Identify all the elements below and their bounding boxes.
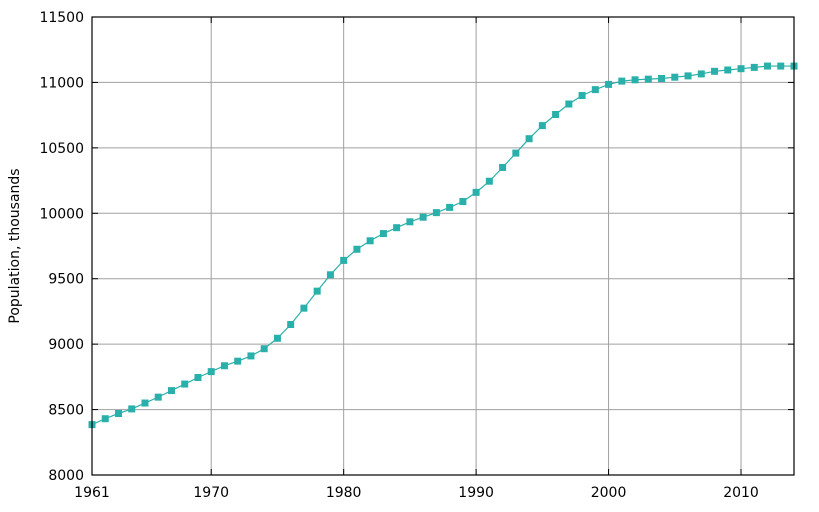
data-point (101, 415, 109, 423)
data-point (260, 345, 268, 353)
data-point (658, 75, 666, 83)
data-point (234, 357, 242, 365)
data-point (393, 224, 401, 232)
data-point (313, 287, 321, 295)
y-tick-label: 10000 (39, 206, 84, 222)
data-point (605, 80, 613, 88)
data-point (326, 271, 334, 279)
data-point (366, 237, 374, 245)
data-point (220, 362, 228, 370)
data-point (353, 245, 361, 253)
y-tick-label: 11500 (39, 10, 84, 26)
data-point (340, 256, 348, 264)
data-point (446, 203, 454, 211)
data-point (273, 334, 281, 342)
data-point (207, 368, 215, 376)
data-point (525, 135, 533, 143)
data-point (684, 72, 692, 80)
y-tick-label: 10500 (39, 141, 84, 157)
data-point (764, 62, 772, 70)
data-point (512, 149, 520, 157)
data-point (167, 387, 175, 395)
data-point (737, 65, 745, 73)
y-axis-label: Population, thousands (7, 168, 23, 323)
data-point (379, 230, 387, 238)
data-point (750, 63, 758, 71)
data-point (618, 77, 626, 85)
axis-ticks (91, 16, 794, 476)
x-tick-label: 1970 (193, 485, 229, 501)
data-point (777, 62, 785, 70)
data-point (181, 380, 189, 388)
x-tick-label: 1980 (326, 485, 362, 501)
data-point (578, 92, 586, 100)
data-point (300, 304, 308, 312)
data-point (485, 177, 493, 185)
data-point (114, 409, 122, 417)
data-point (154, 393, 162, 401)
series-population (88, 62, 798, 429)
data-point (499, 163, 507, 171)
data-point (247, 352, 255, 360)
y-tick-label: 8000 (48, 468, 84, 484)
data-point (538, 122, 546, 130)
y-tick-label: 11000 (39, 75, 84, 91)
data-point (671, 73, 679, 81)
data-point (631, 76, 639, 84)
y-tick-label: 9500 (48, 272, 84, 288)
y-tick-label: 9000 (48, 337, 84, 353)
data-point (591, 86, 599, 94)
data-point (287, 321, 295, 329)
x-tick-label: 2010 (723, 485, 759, 501)
x-tick-label: 1961 (74, 485, 110, 501)
data-point (697, 70, 705, 78)
data-point (128, 405, 136, 413)
data-point (644, 75, 652, 83)
data-point (432, 209, 440, 217)
data-point (419, 213, 427, 221)
data-point (565, 100, 573, 108)
data-point (459, 198, 467, 206)
data-point (194, 374, 202, 382)
data-point (472, 188, 480, 196)
y-tick-label: 8500 (48, 403, 84, 419)
data-point (711, 67, 719, 75)
data-point (552, 110, 560, 118)
data-point (724, 66, 732, 74)
data-point (406, 218, 414, 226)
x-tick-label: 1990 (458, 485, 494, 501)
plot-frame (91, 16, 795, 476)
grid (92, 17, 794, 475)
tick-labels: 1961 1970 1980 1990 2000 2010 8000 8500 9000 9500… (39, 10, 758, 501)
x-tick-label: 2000 (591, 485, 627, 501)
data-point (141, 399, 149, 407)
series-line (91, 65, 794, 426)
